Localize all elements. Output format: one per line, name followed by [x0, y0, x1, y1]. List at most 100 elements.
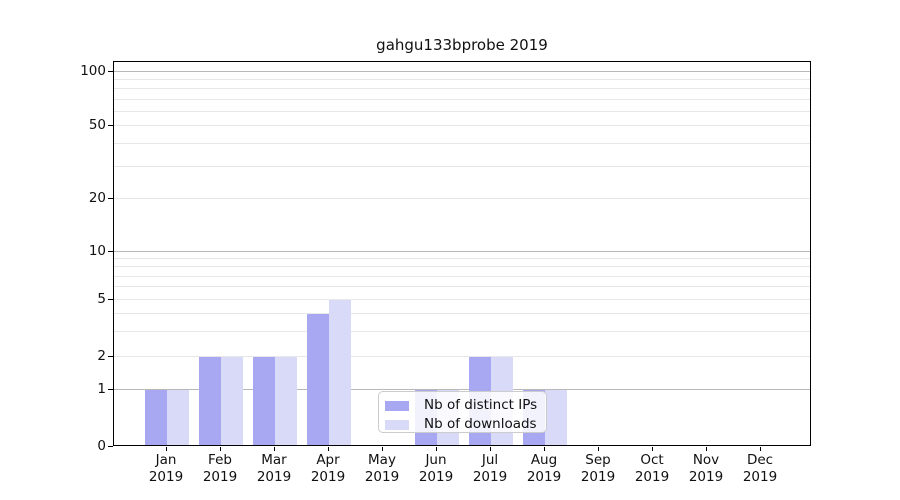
x-tick-year: 2019: [688, 468, 724, 485]
legend: Nb of distinct IPs Nb of downloads: [378, 391, 547, 433]
x-tick-year: 2019: [580, 468, 616, 485]
gridline-y-6: [114, 286, 810, 288]
gridline-y-10: [114, 251, 810, 252]
bar-distinct-ips-mar: [253, 357, 275, 445]
gridline-y-1: [114, 389, 810, 390]
y-tick-mark-20: [108, 198, 113, 199]
y-tick-mark-10: [108, 251, 113, 252]
legend-label: Nb of distinct IPs: [424, 397, 538, 413]
y-tick-mark-100: [108, 71, 113, 72]
y-tick-label-0: 0: [97, 438, 106, 454]
x-tick-mark-dec: [760, 447, 761, 451]
bar-downloads-jan: [167, 390, 189, 445]
x-tick-month: Feb: [208, 452, 232, 468]
y-tick-label-20: 20: [88, 190, 106, 206]
y-tick-mark-2: [108, 356, 113, 357]
bar-downloads-mar: [275, 357, 297, 445]
x-tick-label-mar: Mar 2019: [246, 452, 302, 485]
x-tick-mark-jul: [490, 447, 491, 451]
x-tick-month: Aug: [530, 452, 558, 468]
bar-downloads-apr: [329, 300, 351, 445]
x-tick-mark-oct: [652, 447, 653, 451]
x-tick-year: 2019: [526, 468, 562, 485]
x-tick-year: 2019: [202, 468, 238, 485]
x-tick-label-jul: Jul 2019: [462, 452, 518, 485]
y-tick-label-1: 1: [97, 381, 106, 397]
x-tick-month: Mar: [261, 452, 287, 468]
y-tick-mark-5: [108, 299, 113, 300]
x-tick-month: Jul: [481, 452, 499, 468]
x-tick-mark-sep: [598, 447, 599, 451]
x-tick-year: 2019: [742, 468, 778, 485]
y-tick-mark-1: [108, 389, 113, 390]
plot-area: [113, 61, 811, 446]
x-tick-month: Dec: [746, 452, 774, 468]
x-tick-label-jan: Jan 2019: [138, 452, 194, 485]
x-tick-label-aug: Aug 2019: [516, 452, 572, 485]
gridline-y-5: [114, 299, 810, 300]
x-tick-mark-may: [382, 447, 383, 451]
x-tick-year: 2019: [472, 468, 508, 485]
gridline-y-90: [114, 79, 810, 81]
chart-title: gahgu133bprobe 2019: [376, 36, 548, 54]
x-tick-month: Jun: [425, 452, 447, 468]
x-tick-label-sep: Sep 2019: [570, 452, 626, 485]
y-tick-mark-0: [108, 446, 113, 447]
gridline-y-40: [114, 142, 810, 144]
x-tick-year: 2019: [256, 468, 292, 485]
x-tick-label-apr: Apr 2019: [300, 452, 356, 485]
legend-swatch-icon: [385, 400, 409, 411]
bar-downloads-aug: [545, 390, 567, 445]
bar-distinct-ips-apr: [307, 313, 329, 445]
x-tick-label-nov: Nov 2019: [678, 452, 734, 485]
x-tick-label-jun: Jun 2019: [408, 452, 464, 485]
x-tick-year: 2019: [148, 468, 184, 485]
y-tick-label-10: 10: [88, 243, 106, 259]
x-tick-mark-jun: [436, 447, 437, 451]
gridline-y-20: [114, 198, 810, 199]
x-tick-mark-nov: [706, 447, 707, 451]
x-tick-year: 2019: [418, 468, 454, 485]
x-tick-mark-feb: [220, 447, 221, 451]
gridline-y-4: [114, 312, 810, 314]
gridline-y-7: [114, 275, 810, 277]
y-tick-label-100: 100: [80, 63, 106, 79]
x-tick-month: Sep: [585, 452, 611, 468]
x-tick-month: Oct: [640, 452, 664, 468]
x-tick-mark-apr: [328, 447, 329, 451]
gridline-y-50: [114, 125, 810, 126]
x-tick-month: Nov: [692, 452, 720, 468]
y-tick-label-2: 2: [97, 348, 106, 364]
x-tick-year: 2019: [364, 468, 400, 485]
y-tick-mark-50: [108, 125, 113, 126]
bar-distinct-ips-feb: [199, 357, 221, 445]
gridline-y-60: [114, 110, 810, 112]
x-tick-label-feb: Feb 2019: [192, 452, 248, 485]
gridline-y-100: [114, 71, 810, 72]
x-tick-label-dec: Dec 2019: [732, 452, 788, 485]
y-tick-label-5: 5: [97, 291, 106, 307]
legend-label: Nb of downloads: [424, 416, 537, 432]
bar-downloads-feb: [221, 357, 243, 445]
x-tick-month: Apr: [316, 452, 340, 468]
gridline-y-70: [114, 98, 810, 100]
x-tick-month: May: [368, 452, 396, 468]
gridline-y-3: [114, 330, 810, 332]
x-tick-year: 2019: [634, 468, 670, 485]
x-tick-month: Jan: [155, 452, 177, 468]
x-tick-mark-jan: [166, 447, 167, 451]
y-tick-label-50: 50: [88, 117, 106, 133]
bar-distinct-ips-jan: [145, 390, 167, 445]
legend-swatch-icon: [385, 419, 409, 430]
gridline-y-80: [114, 88, 810, 90]
x-tick-label-oct: Oct 2019: [624, 452, 680, 485]
gridline-y-8: [114, 266, 810, 268]
x-tick-mark-mar: [274, 447, 275, 451]
gridline-y-30: [114, 165, 810, 167]
legend-entry-downloads: Nb of downloads: [385, 417, 546, 432]
x-tick-label-may: May 2019: [354, 452, 410, 485]
gridline-y-2: [114, 356, 810, 357]
x-tick-mark-aug: [544, 447, 545, 451]
x-tick-year: 2019: [310, 468, 346, 485]
